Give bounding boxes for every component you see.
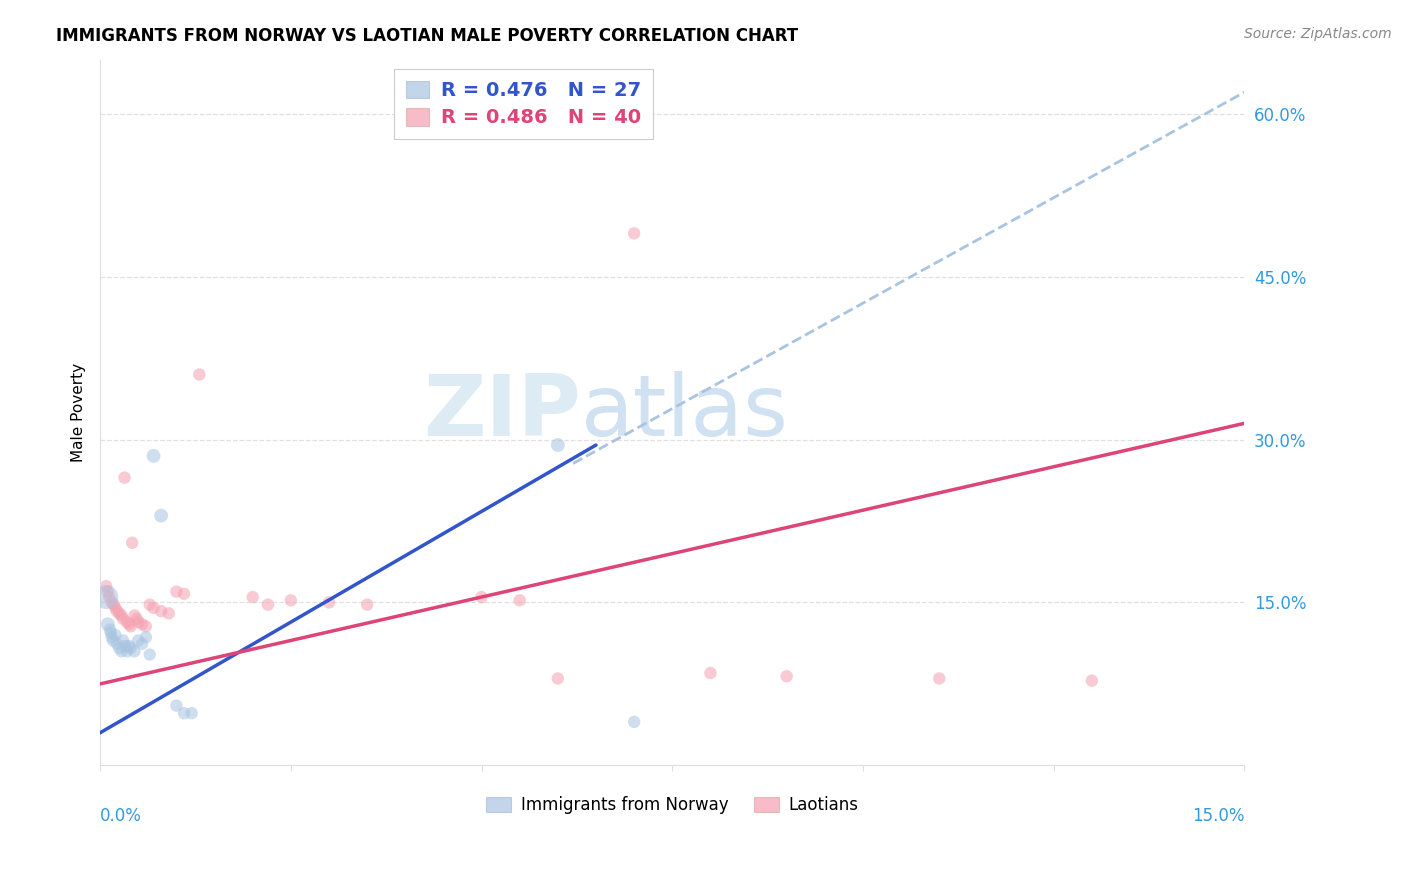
Point	[547, 672, 569, 686]
Point	[257, 598, 280, 612]
Point	[100, 625, 122, 640]
Point	[104, 628, 127, 642]
Point	[96, 590, 118, 604]
Point	[118, 617, 141, 632]
Point	[120, 619, 142, 633]
Text: ZIP: ZIP	[423, 371, 581, 454]
Point	[110, 608, 132, 623]
Point	[138, 598, 160, 612]
Point	[121, 535, 143, 549]
Point	[125, 612, 148, 626]
Point	[110, 644, 132, 658]
Point	[98, 623, 121, 637]
Point	[547, 438, 569, 452]
Point	[105, 604, 128, 618]
Point	[1081, 673, 1104, 688]
Point	[356, 598, 378, 612]
Point	[108, 641, 131, 656]
Point	[318, 595, 340, 609]
Point	[180, 706, 202, 721]
Point	[157, 607, 180, 621]
Point	[165, 698, 187, 713]
Point	[471, 590, 494, 604]
Point	[135, 619, 157, 633]
Text: 0.0%: 0.0%	[100, 806, 142, 824]
Point	[280, 593, 302, 607]
Point	[623, 714, 645, 729]
Point	[98, 590, 121, 604]
Text: atlas: atlas	[581, 371, 789, 454]
Point	[108, 607, 131, 621]
Point	[97, 617, 120, 632]
Point	[124, 644, 146, 658]
Point	[131, 637, 153, 651]
Text: 15.0%: 15.0%	[1192, 806, 1244, 824]
Point	[138, 648, 160, 662]
Point	[142, 600, 165, 615]
Point	[142, 449, 165, 463]
Point	[150, 508, 173, 523]
Point	[173, 587, 195, 601]
Text: IMMIGRANTS FROM NORWAY VS LAOTIAN MALE POVERTY CORRELATION CHART: IMMIGRANTS FROM NORWAY VS LAOTIAN MALE P…	[56, 27, 799, 45]
Point	[105, 637, 128, 651]
Point	[623, 227, 645, 241]
Y-axis label: Male Poverty: Male Poverty	[72, 363, 86, 462]
Point	[115, 644, 138, 658]
Point	[776, 669, 799, 683]
Point	[118, 639, 141, 653]
Point	[96, 579, 118, 593]
Point	[111, 612, 134, 626]
Point	[928, 672, 950, 686]
Point	[115, 615, 138, 629]
Point	[114, 639, 136, 653]
Point	[127, 633, 149, 648]
Point	[131, 617, 153, 632]
Point	[101, 633, 124, 648]
Point	[188, 368, 211, 382]
Point	[100, 630, 122, 644]
Point	[103, 598, 125, 612]
Point	[120, 641, 142, 656]
Point	[104, 600, 127, 615]
Point	[124, 608, 146, 623]
Point	[100, 595, 122, 609]
Point	[97, 584, 120, 599]
Point	[699, 666, 721, 681]
Point	[114, 470, 136, 484]
Point	[127, 615, 149, 629]
Point	[111, 633, 134, 648]
Point	[509, 593, 531, 607]
Text: Source: ZipAtlas.com: Source: ZipAtlas.com	[1244, 27, 1392, 41]
Legend: Immigrants from Norway, Laotians: Immigrants from Norway, Laotians	[479, 789, 865, 821]
Point	[165, 584, 187, 599]
Point	[173, 706, 195, 721]
Point	[242, 590, 264, 604]
Point	[150, 604, 173, 618]
Point	[135, 630, 157, 644]
